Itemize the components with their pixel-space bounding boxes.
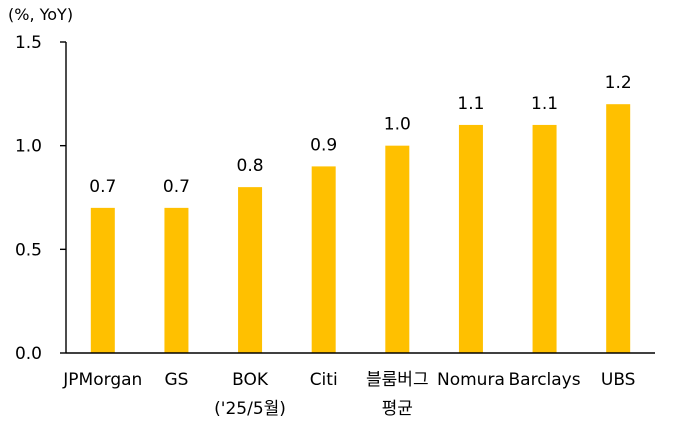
bar — [238, 187, 263, 353]
y-tick-label: 1.0 — [15, 137, 42, 157]
x-tick-label: GS — [164, 370, 188, 390]
bar — [606, 104, 631, 353]
data-label: 0.7 — [163, 177, 190, 197]
x-tick-label: 평균 — [382, 399, 413, 419]
x-tick-label: Barclays — [509, 370, 581, 390]
bar — [90, 207, 115, 353]
x-tick-label: Citi — [310, 370, 338, 390]
y-tick-label: 0.0 — [15, 344, 42, 364]
y-axis: 0.0 0.5 1.0 1.5 — [15, 33, 67, 364]
bar — [458, 124, 483, 353]
x-tick-label: BOK — [232, 370, 269, 390]
x-tick-label: 블룸버그 — [366, 370, 429, 390]
bar — [164, 207, 189, 353]
unit-label: (%, YoY) — [8, 5, 73, 24]
data-label: 0.8 — [237, 156, 264, 176]
data-label: 0.9 — [310, 135, 337, 155]
x-tick-label: Nomura — [437, 370, 505, 390]
x-tick-label: UBS — [601, 370, 636, 390]
data-label: 0.7 — [89, 177, 116, 197]
data-label: 1.2 — [605, 73, 632, 93]
x-tick-label: ('25/5월) — [214, 399, 286, 419]
bar — [311, 166, 336, 353]
data-labels: 0.7 0.7 0.8 0.9 1.0 1.1 1.1 1.2 — [89, 73, 631, 197]
x-tick-label: JPMorgan — [62, 370, 142, 390]
bars — [90, 104, 631, 353]
data-label: 1.1 — [457, 94, 484, 114]
y-tick-label: 1.5 — [15, 33, 42, 53]
y-tick-label: 0.5 — [15, 240, 42, 260]
bar — [532, 124, 557, 353]
data-label: 1.1 — [531, 94, 558, 114]
bar — [385, 145, 410, 353]
data-label: 1.0 — [384, 115, 411, 135]
